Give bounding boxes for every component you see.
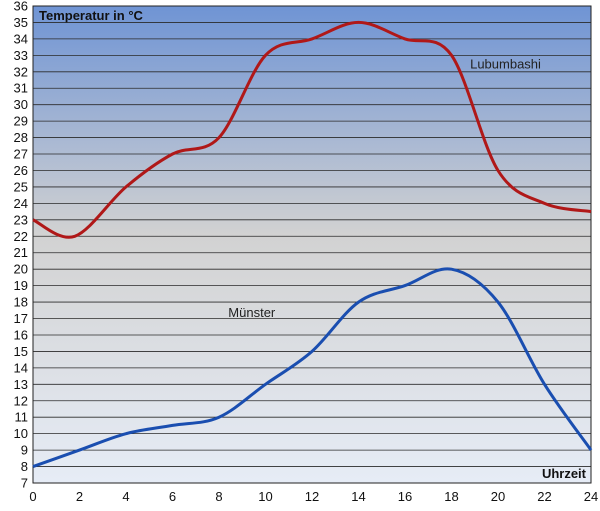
- y-tick-label: 21: [14, 245, 28, 260]
- y-tick-label: 31: [14, 81, 28, 96]
- x-axis-title: Uhrzeit: [542, 466, 587, 481]
- plot-background: [33, 6, 591, 483]
- x-tick-label: 18: [444, 489, 458, 504]
- y-tick-label: 27: [14, 147, 28, 162]
- y-tick-label: 20: [14, 262, 28, 277]
- y-tick-label: 33: [14, 48, 28, 63]
- y-tick-label: 13: [14, 377, 28, 392]
- series-label-muenster: Münster: [228, 305, 276, 320]
- y-tick-label: 12: [14, 393, 28, 408]
- y-tick-label: 15: [14, 344, 28, 359]
- y-tick-label: 23: [14, 212, 28, 227]
- series-line-0: [32, 20, 592, 239]
- y-tick-label: 35: [14, 15, 28, 30]
- y-tick-label: 32: [14, 64, 28, 79]
- y-tick-label: 19: [14, 278, 28, 293]
- y-tick-label: 25: [14, 179, 28, 194]
- x-tick-label: 4: [122, 489, 129, 504]
- y-tick-label: 30: [14, 97, 28, 112]
- series-lines: [32, 20, 593, 469]
- y-tick-label: 29: [14, 114, 28, 129]
- y-tick-label: 22: [14, 229, 28, 244]
- y-tick-label: 36: [14, 0, 28, 14]
- y-tick-label: 26: [14, 163, 28, 178]
- y-tick-label: 24: [14, 196, 28, 211]
- series-line-1: [32, 267, 593, 469]
- x-tick-label: 20: [491, 489, 505, 504]
- y-tick-label: 9: [21, 443, 28, 458]
- x-tick-label: 22: [537, 489, 551, 504]
- x-tick-label: 8: [215, 489, 222, 504]
- x-tick-label: 2: [76, 489, 83, 504]
- x-tick-label: 14: [351, 489, 365, 504]
- gridlines: [33, 5, 591, 484]
- plot-frame: [32, 5, 592, 484]
- y-tick-label: 10: [14, 426, 28, 441]
- y-tick-label: 18: [14, 295, 28, 310]
- x-tick-label: 16: [398, 489, 412, 504]
- series-label-lubumbashi: Lubumbashi: [470, 57, 541, 72]
- y-tick-label: 17: [14, 311, 28, 326]
- y-tick-label: 7: [21, 476, 28, 491]
- y-tick-label: 8: [21, 459, 28, 474]
- x-tick-label: 10: [258, 489, 272, 504]
- y-axis-title: Temperatur in °C: [39, 8, 144, 23]
- y-tick-label: 28: [14, 130, 28, 145]
- y-tick-label: 16: [14, 327, 28, 342]
- x-tick-label: 24: [584, 489, 598, 504]
- y-tick-label: 34: [14, 31, 28, 46]
- y-tick-label: 14: [14, 360, 28, 375]
- x-tick-label: 0: [29, 489, 36, 504]
- x-axis-ticks: 0 2 4 6 8 10 12 14 16 18 20 22 24: [29, 489, 598, 504]
- y-tick-label: 11: [15, 410, 29, 425]
- x-tick-label: 6: [169, 489, 176, 504]
- x-tick-label: 12: [305, 489, 319, 504]
